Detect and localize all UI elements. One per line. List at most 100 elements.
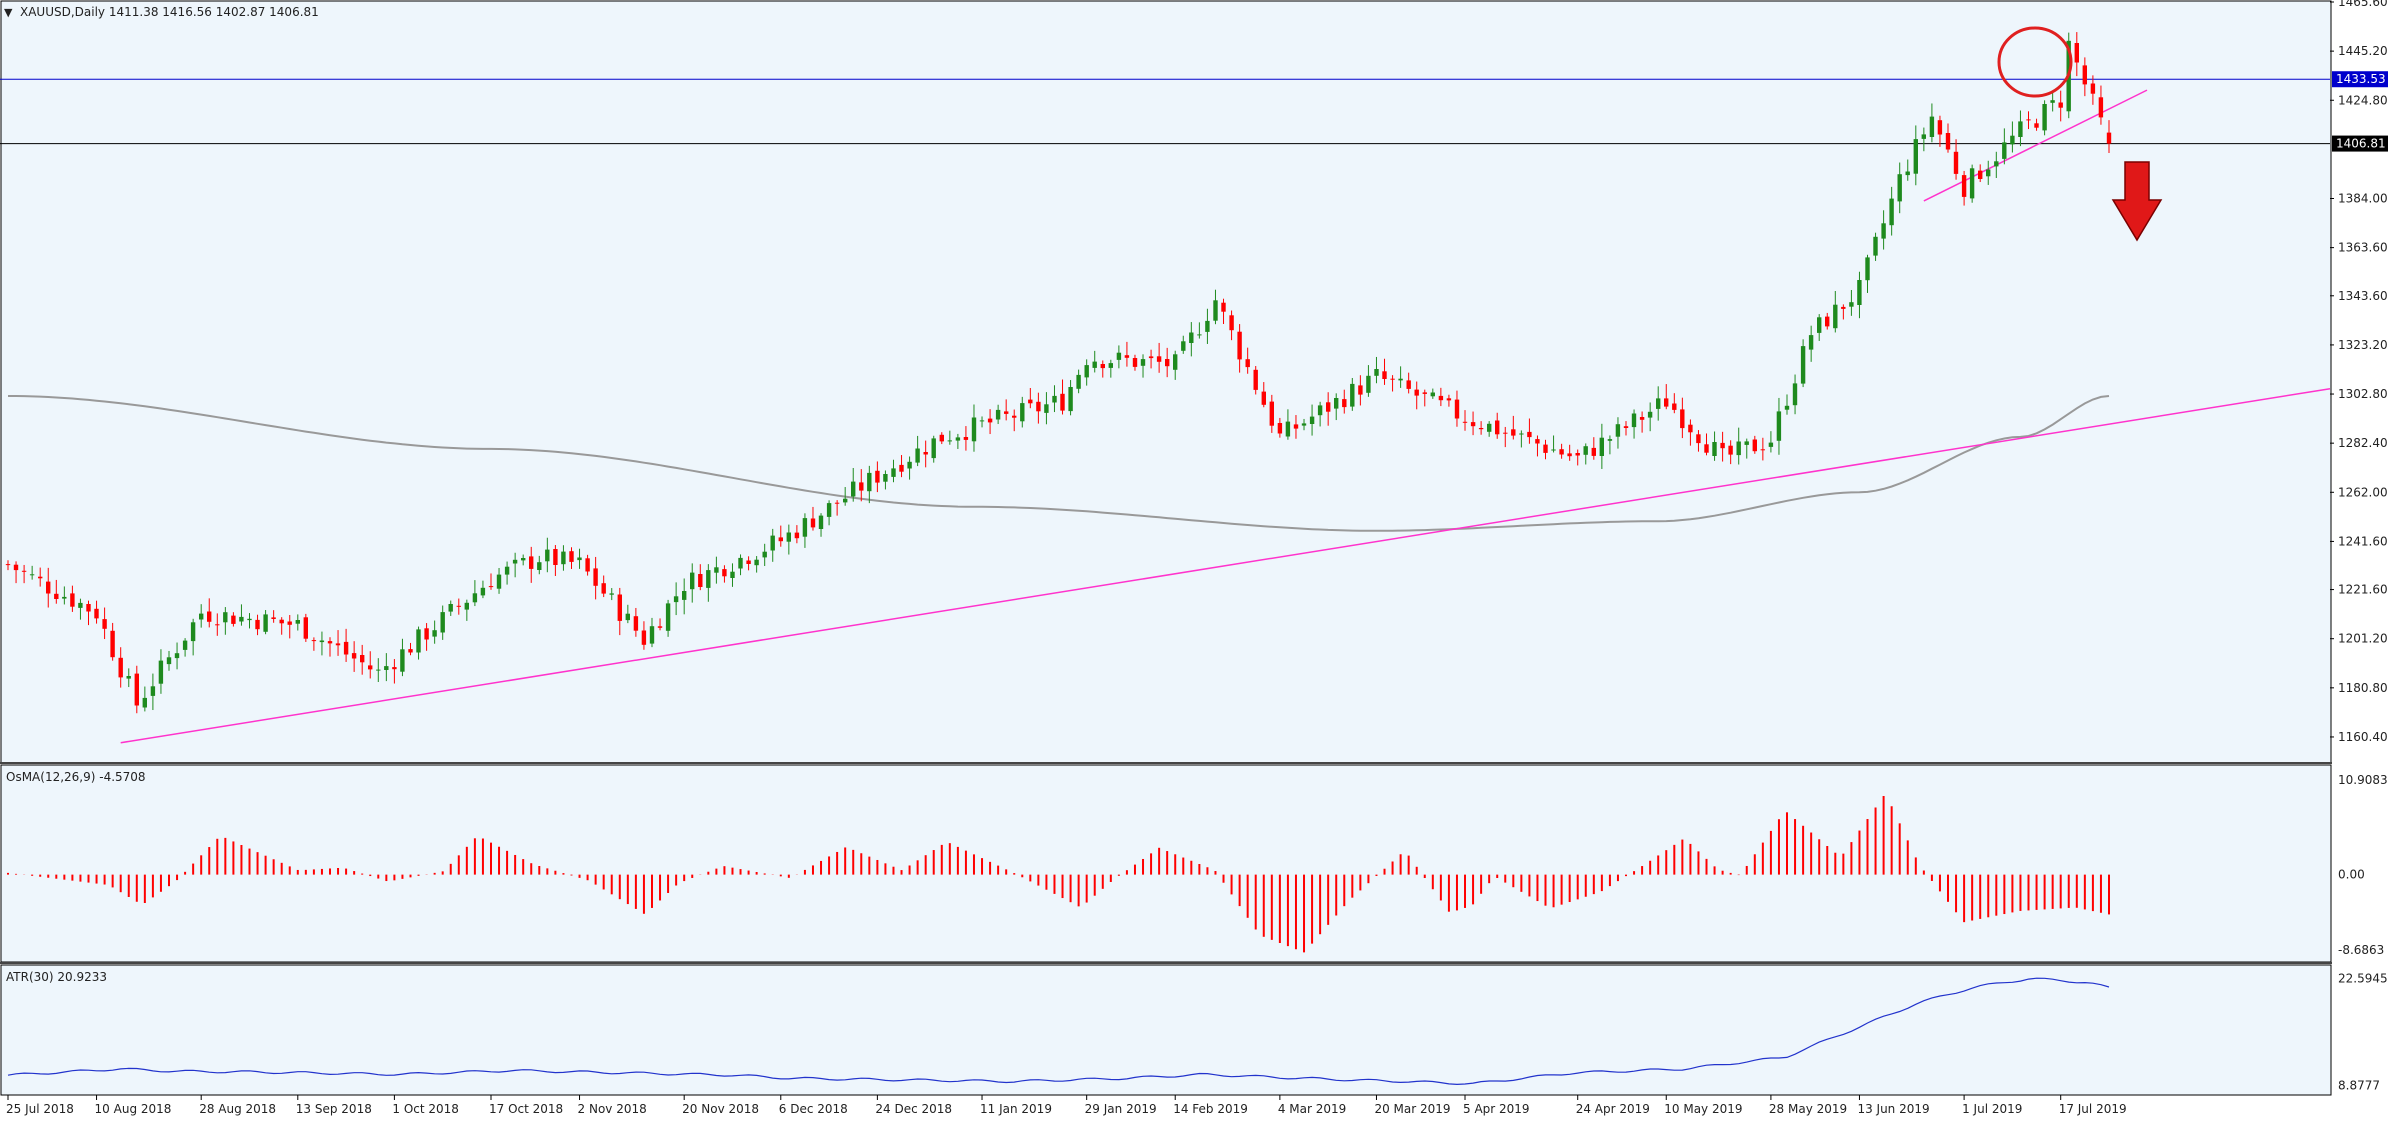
candle-body (1269, 401, 1274, 426)
candle-body (1148, 356, 1154, 359)
candle-body (1527, 431, 1532, 438)
candle-body (2090, 83, 2096, 94)
candle-body (706, 570, 711, 588)
candle-body (2026, 119, 2031, 121)
candle-body (239, 616, 244, 622)
candle-body (762, 551, 767, 558)
annotation-layer (1997, 26, 2163, 242)
candle-body (1591, 447, 1596, 456)
candle-body (1470, 422, 1476, 427)
candle-body (1599, 437, 1604, 456)
candle-body (432, 630, 437, 637)
time-axis-label: 2 Nov 2018 (578, 1102, 647, 1116)
candle-body (1052, 395, 1057, 403)
candle-body (1261, 391, 1266, 405)
candle-body (1961, 175, 1967, 197)
candle-body (1849, 302, 1854, 307)
candle-body (1012, 415, 1017, 418)
candle-body (29, 574, 35, 576)
down-arrow-icon (2111, 161, 2163, 242)
candle-body (722, 569, 727, 577)
atr-panel-background (0, 964, 2332, 1096)
candle-body (1817, 317, 1822, 333)
candle-body (2042, 104, 2047, 131)
moving-average-layer (8, 395, 2110, 532)
candle-body (1253, 369, 1258, 390)
candle-body (537, 562, 542, 570)
price-axis-label: 1282.40 (2338, 436, 2388, 450)
candle-body (714, 567, 719, 573)
candle-body (818, 515, 824, 529)
candle-body (1382, 371, 1387, 379)
candle-body (360, 655, 365, 663)
candle-body (617, 594, 622, 621)
candle-body (698, 574, 703, 587)
axis-layer: 1465.60 1445.20 1424.80 1384.00 1363.60 1343.… (6, 0, 2388, 1116)
candle-body (1390, 378, 1395, 380)
candle-body (1784, 405, 1790, 410)
symbol-dropdown-icon[interactable]: ▼ (4, 6, 13, 19)
resistance-price-badge-label: 1433.53 (2336, 72, 2386, 86)
candle-body (13, 564, 19, 571)
candle-body (673, 596, 679, 603)
candle-body (593, 568, 598, 586)
candle-body (199, 613, 204, 620)
candle-body (1462, 421, 1468, 423)
candle-body (1865, 257, 1870, 281)
candle-body (1559, 449, 1564, 455)
time-axis-label: 10 May 2019 (1664, 1102, 1742, 1116)
candle-body (641, 630, 647, 645)
atr-line-layer (7, 977, 2110, 1086)
candle-body (939, 434, 944, 442)
candle-body (2018, 121, 2023, 137)
time-axis-label: 6 Dec 2018 (779, 1102, 848, 1116)
candle-body (1792, 383, 1798, 406)
candle-body (1237, 331, 1242, 360)
candle-body (231, 615, 236, 624)
candle-body (287, 621, 292, 625)
candle-body (86, 604, 91, 612)
atr-header: ATR(30) 20.9233 (6, 970, 107, 984)
candle-body (794, 532, 800, 539)
candle-body (2106, 132, 2112, 144)
candle-body (1680, 409, 1685, 429)
time-axis-label: 4 Mar 2019 (1278, 1102, 1346, 1116)
candle-body (1132, 358, 1138, 367)
candle-body (1084, 365, 1089, 378)
candle-body (1905, 171, 1910, 176)
candle-body (1398, 378, 1403, 381)
candle-body (1326, 402, 1331, 412)
price-axis-label: 1424.80 (2338, 93, 2388, 107)
candle-body (1197, 334, 1202, 336)
candle-body (738, 557, 743, 569)
candle-body (70, 593, 75, 607)
candle-body (1543, 444, 1548, 453)
price-axis-label: 1160.40 (2338, 730, 2388, 744)
candle-body (1833, 304, 1838, 329)
candle-body (843, 498, 848, 503)
time-axis-label: 20 Nov 2018 (682, 1102, 759, 1116)
candle-body (1712, 442, 1717, 456)
candle-body (1929, 116, 1935, 137)
candle-body (995, 409, 1001, 420)
osma-panel-background (0, 764, 2332, 963)
support-trendline (120, 388, 2331, 744)
candle-body (1800, 346, 1806, 384)
candle-body (1301, 423, 1307, 426)
candle-body (1768, 442, 1774, 447)
candle-body (158, 660, 164, 684)
candle-body (2010, 135, 2015, 145)
candle-body (215, 624, 220, 626)
candle-body (1623, 426, 1629, 428)
atr-axis-label: 8.8777 (2338, 1078, 2380, 1092)
candle-body (21, 570, 27, 572)
candle-body (1664, 398, 1669, 407)
candle-body (448, 604, 453, 612)
candle-body (2002, 142, 2007, 159)
time-axis-label: 28 May 2019 (1769, 1102, 1847, 1116)
candle-body (746, 560, 751, 564)
candle-body (94, 608, 99, 619)
candle-body (408, 649, 413, 653)
